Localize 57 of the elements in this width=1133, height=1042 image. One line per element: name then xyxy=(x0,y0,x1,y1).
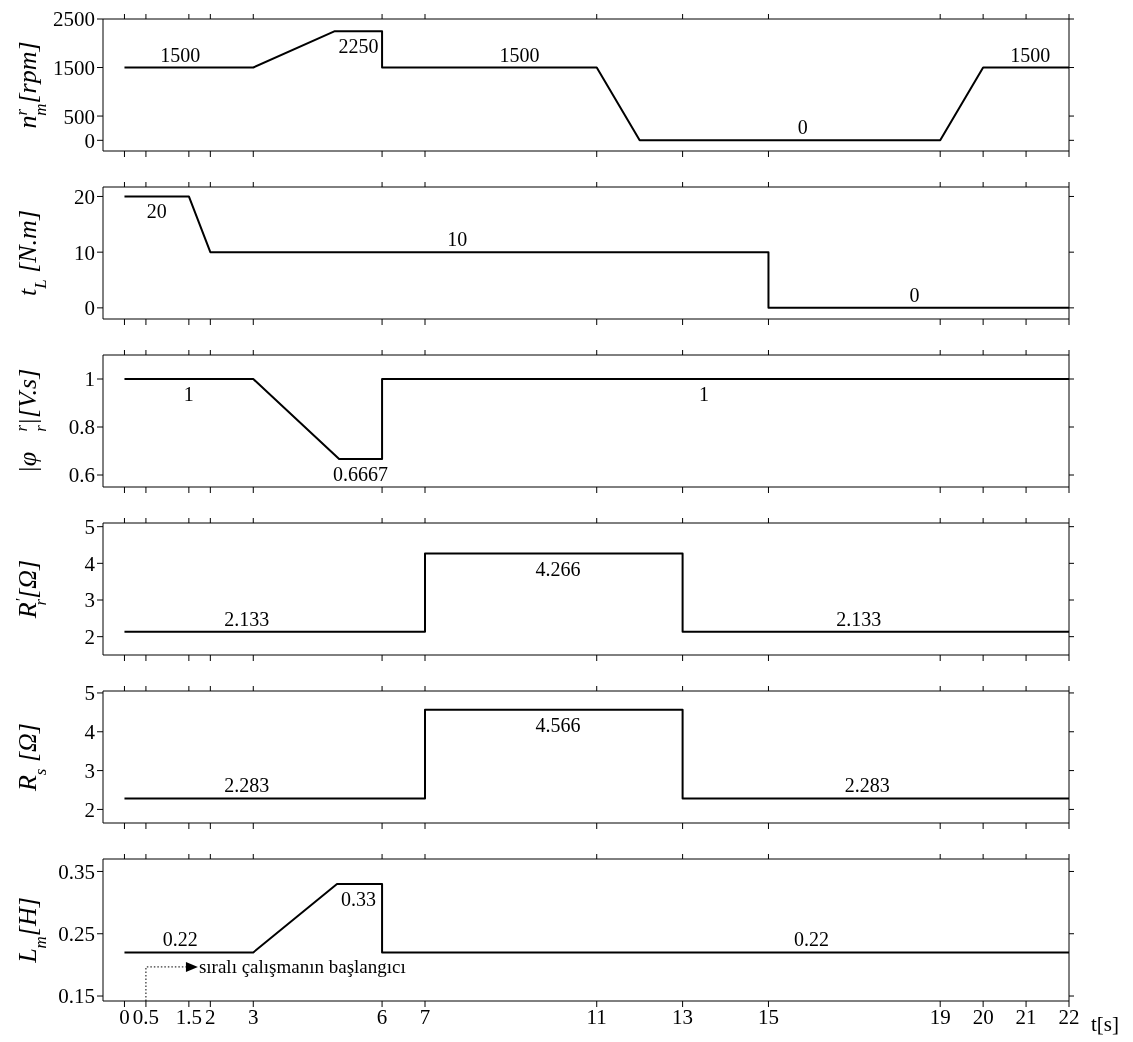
x-tick-label: 15 xyxy=(757,1004,779,1029)
y-tick-label: 2 xyxy=(84,797,95,822)
annotation: 2.283 xyxy=(224,774,270,797)
annotation: 1 xyxy=(699,383,710,405)
annotation: 0.33 xyxy=(340,887,376,910)
x-tick-label: 2 xyxy=(205,1004,216,1029)
annotation: 2.133 xyxy=(224,607,270,630)
annotation: 1500 xyxy=(160,43,201,66)
y-tick-label: 0.25 xyxy=(58,922,95,947)
annotation: 20 xyxy=(146,200,167,223)
y-tick-label: 0.8 xyxy=(68,415,95,440)
y-tick-label: 3 xyxy=(84,588,95,613)
y-tick-label: 0.15 xyxy=(58,984,95,1009)
annotation: 2.283 xyxy=(844,774,890,797)
y-tick-label: 0 xyxy=(84,128,95,153)
annotation: 4.266 xyxy=(535,557,581,580)
x-tick-label: 0.5 xyxy=(132,1004,160,1029)
y-tick-label: 500 xyxy=(63,104,95,129)
annotation: 0 xyxy=(797,116,808,139)
y-tick-label: 0.35 xyxy=(58,859,95,884)
y-tick-label: 0.6 xyxy=(68,463,95,488)
x-tick-label: 0 xyxy=(119,1004,130,1029)
annotation: 10 xyxy=(447,228,468,251)
x-tick-label: 20 xyxy=(972,1004,994,1029)
annotation: 1 xyxy=(183,383,194,405)
annotation: 2250 xyxy=(338,35,379,58)
annotation: 0 xyxy=(909,283,920,306)
annotation: 0.22 xyxy=(162,928,198,951)
y-tick-label: 1 xyxy=(84,367,95,392)
y-tick-label: 2500 xyxy=(53,7,95,32)
y-tick-label: 20 xyxy=(74,184,95,209)
x-tick-label: 6 xyxy=(376,1004,388,1029)
x-tick-label: 21 xyxy=(1015,1004,1037,1029)
y-tick-label: 0 xyxy=(84,296,95,321)
y-tick-label: 4 xyxy=(84,720,96,745)
y-tick-label: 5 xyxy=(84,681,95,706)
ref-line-label: sıralı çalışmanın başlangıcı xyxy=(198,955,406,977)
annotation: 0.22 xyxy=(793,928,829,951)
y-tick-label: 4 xyxy=(84,551,96,576)
y-tick-label: 2 xyxy=(84,625,95,650)
x-tick-label: 13 xyxy=(672,1004,694,1029)
annotation: 1500 xyxy=(499,43,540,66)
y-tick-label: 3 xyxy=(84,759,95,784)
annotation: 2.133 xyxy=(836,607,882,630)
x-tick-label: 1.5 xyxy=(175,1004,202,1029)
x-tick-label: 19 xyxy=(929,1004,951,1029)
x-axis-title: t[s] xyxy=(1091,1012,1119,1036)
x-tick-label: 22 xyxy=(1058,1004,1080,1029)
x-tick-label: 11 xyxy=(586,1004,607,1029)
y-tick-label: 10 xyxy=(74,240,95,265)
annotation: 1500 xyxy=(1010,43,1051,66)
y-tick-label: 1500 xyxy=(53,55,95,80)
x-tick-label: 3 xyxy=(248,1004,259,1029)
x-tick-label: 7 xyxy=(419,1004,431,1029)
y-tick-label: 5 xyxy=(84,515,95,540)
annotation: 4.566 xyxy=(535,713,581,736)
annotation: 0.6667 xyxy=(333,462,389,485)
